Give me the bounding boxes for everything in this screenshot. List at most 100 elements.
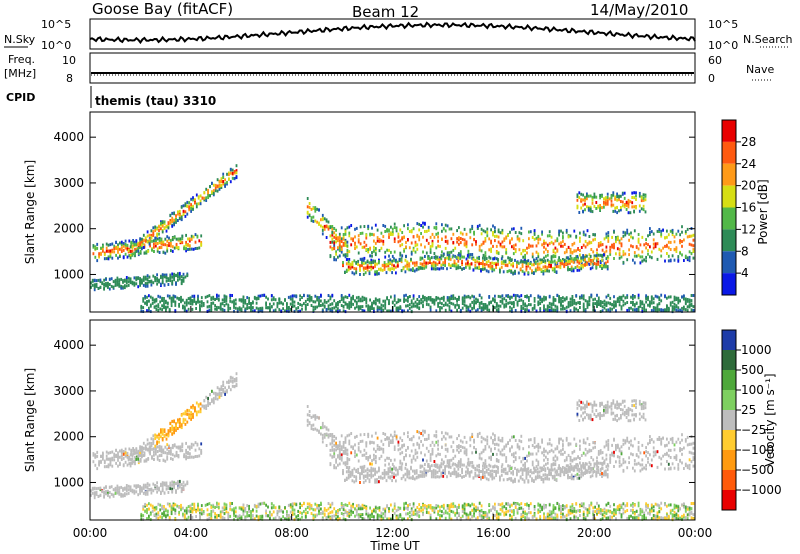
velocity-cell bbox=[186, 420, 189, 424]
power-cell bbox=[545, 297, 547, 301]
power-cell bbox=[519, 267, 522, 271]
power-cell bbox=[505, 251, 508, 255]
power-cell bbox=[508, 259, 511, 263]
power-cell bbox=[199, 308, 201, 312]
power-cell bbox=[582, 265, 584, 269]
power-cell bbox=[686, 298, 689, 301]
velocity-cell bbox=[224, 386, 226, 390]
power-cell bbox=[131, 249, 134, 253]
power-cell bbox=[662, 246, 664, 250]
velocity-cell bbox=[144, 485, 147, 489]
power-cell bbox=[318, 221, 320, 225]
power-cell bbox=[376, 272, 378, 276]
power-cell bbox=[388, 235, 390, 239]
power-cell bbox=[387, 264, 390, 268]
power-cell bbox=[591, 198, 594, 202]
power-cell bbox=[217, 297, 220, 301]
power-cell bbox=[606, 260, 609, 264]
power-cell bbox=[671, 305, 674, 309]
power-cell bbox=[187, 248, 189, 251]
power-cell bbox=[584, 260, 587, 264]
power-cell bbox=[173, 223, 175, 227]
power-cell bbox=[439, 297, 441, 301]
velocity-cell bbox=[537, 460, 540, 464]
power-cell bbox=[542, 272, 545, 276]
velocity-cell bbox=[335, 458, 337, 462]
velocity-cell bbox=[543, 458, 545, 462]
power-cell bbox=[364, 271, 367, 275]
power-cell bbox=[472, 268, 475, 272]
power-cell bbox=[410, 268, 412, 272]
power-cell bbox=[107, 285, 109, 289]
power-cell bbox=[183, 246, 186, 250]
velocity-cell bbox=[503, 446, 506, 450]
velocity-cell bbox=[196, 454, 199, 458]
power-cell bbox=[673, 298, 676, 302]
power-cell bbox=[558, 231, 560, 235]
power-cell bbox=[198, 239, 201, 243]
velocity-cell bbox=[410, 458, 413, 462]
power-cell bbox=[122, 279, 124, 283]
power-cell bbox=[233, 305, 235, 309]
power-cell bbox=[582, 297, 585, 301]
power-cell bbox=[327, 299, 330, 303]
power-cell bbox=[550, 307, 553, 310]
power-cell bbox=[579, 236, 581, 240]
power-cell bbox=[667, 233, 670, 237]
power-cell bbox=[320, 218, 322, 222]
power-cell bbox=[588, 298, 591, 302]
power-cell bbox=[96, 259, 99, 263]
power-cell bbox=[403, 299, 405, 303]
power-cell bbox=[135, 243, 138, 247]
power-cell bbox=[485, 260, 488, 264]
power-cell bbox=[306, 211, 309, 215]
velocity-cell bbox=[160, 454, 163, 457]
power-cell bbox=[492, 257, 494, 261]
power-cell bbox=[524, 304, 526, 308]
power-cell bbox=[593, 256, 596, 260]
power-cell bbox=[214, 304, 216, 308]
velocity-cell bbox=[142, 441, 145, 445]
power-cell bbox=[125, 281, 128, 284]
power-cell bbox=[452, 248, 455, 252]
velocity-cell bbox=[355, 434, 358, 438]
power-cell bbox=[469, 309, 472, 313]
power-cell bbox=[269, 302, 271, 306]
power-cell bbox=[562, 299, 564, 303]
power-cell bbox=[567, 245, 570, 249]
power-cell bbox=[645, 308, 647, 312]
power-cell bbox=[144, 301, 146, 305]
power-cell bbox=[497, 228, 500, 232]
velocity-cell bbox=[135, 457, 138, 461]
power-cell bbox=[362, 272, 365, 276]
power-cell bbox=[593, 192, 596, 196]
velocity-cell bbox=[161, 429, 164, 432]
power-cell bbox=[338, 243, 341, 247]
power-cell bbox=[476, 256, 479, 260]
power-cell bbox=[554, 255, 557, 258]
velocity-cell bbox=[235, 383, 238, 387]
power-cell bbox=[557, 259, 560, 262]
power-cell bbox=[529, 262, 532, 265]
velocity-cell bbox=[178, 425, 181, 429]
velocity-cell bbox=[463, 435, 466, 439]
power-cell bbox=[335, 240, 337, 244]
power-cell bbox=[456, 298, 458, 301]
power-cell bbox=[569, 261, 571, 265]
power-cell bbox=[671, 233, 674, 237]
velocity-cell bbox=[115, 461, 117, 465]
velocity-cell bbox=[473, 440, 475, 444]
power-cell bbox=[673, 240, 676, 244]
power-cell bbox=[471, 294, 474, 298]
power-cell bbox=[92, 245, 95, 249]
velocity-cell bbox=[335, 441, 337, 445]
velocity-cell bbox=[344, 448, 347, 452]
velocity-cell bbox=[312, 414, 315, 418]
power-cell bbox=[367, 227, 370, 231]
velocity-cell bbox=[186, 481, 189, 485]
power-cell bbox=[478, 248, 481, 252]
power-cell bbox=[107, 249, 110, 253]
power-cell bbox=[482, 265, 484, 269]
power-cell bbox=[490, 247, 492, 251]
